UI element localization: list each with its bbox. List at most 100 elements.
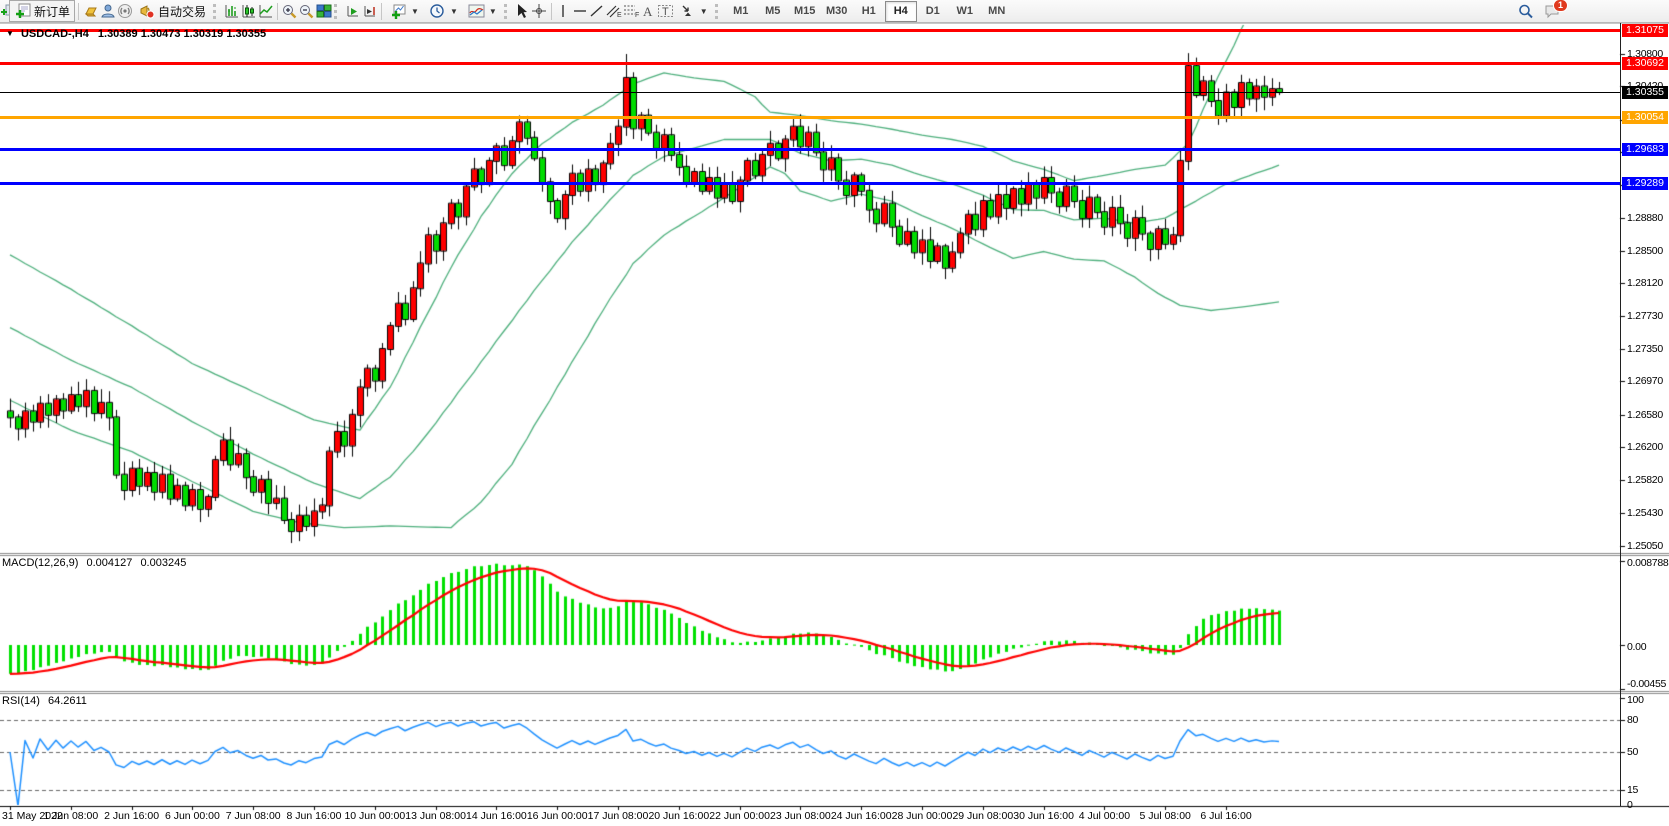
price-level-line[interactable] <box>0 181 1620 185</box>
tile-windows-icon[interactable] <box>315 3 332 20</box>
price-badge: 1.29289 <box>1622 176 1668 190</box>
date-tick-label: 5 Jul 08:00 <box>1139 810 1191 822</box>
gold-icon[interactable] <box>82 3 99 20</box>
chevron-down-icon: ▼ <box>699 6 708 16</box>
chart-shift-icon[interactable] <box>361 3 378 20</box>
tf-button-m1[interactable]: M1 <box>733 5 749 17</box>
periods-icon <box>429 3 446 20</box>
macd-axis-label: 0.008788 <box>1627 556 1669 569</box>
tf-button-h4[interactable]: H4 <box>884 0 917 22</box>
svg-text:F: F <box>635 12 639 19</box>
crosshair-icon[interactable] <box>531 3 548 20</box>
price-badge: 1.31075 <box>1622 23 1668 37</box>
fibonacci-icon[interactable]: F <box>623 3 640 20</box>
notification-count-badge: 1 <box>1552 0 1568 12</box>
date-tick-label: 4 Jul 00:00 <box>1078 810 1131 822</box>
price-tick-label: 1.28120 <box>1627 277 1663 290</box>
auto-trading-button[interactable]: 自动交易 <box>133 0 211 22</box>
cursor-icon[interactable] <box>514 3 531 20</box>
tf-button-d1[interactable]: D1 <box>925 5 940 17</box>
rsi-indicator-label: RSI(14) 64.2611 <box>2 695 87 707</box>
date-tick-label: 28 Jun 00:00 <box>891 810 953 822</box>
trendline-icon[interactable] <box>589 3 606 20</box>
tf-button-m30[interactable]: M30 <box>826 5 848 17</box>
price-level-line[interactable] <box>0 116 1620 120</box>
timeframe-group: M1 M5 M15 M30 H1 H4 D1 W1 MN <box>725 0 1013 22</box>
signal-icon[interactable] <box>116 3 133 20</box>
date-tick-label: 22 Jun 00:00 <box>709 810 770 822</box>
price-tick-label: 1.26200 <box>1627 441 1663 454</box>
notifications-icon[interactable]: 1 <box>1544 0 1568 20</box>
date-tick-label: 7 Jun 08:00 <box>225 810 281 822</box>
date-tick-label: 23 Jun 08:00 <box>770 810 831 822</box>
periods-button[interactable]: ▼ <box>424 0 463 22</box>
price-tick-label: 1.28880 <box>1627 212 1663 225</box>
price-level-line[interactable] <box>0 91 1620 93</box>
price-axis-separator <box>1620 22 1621 806</box>
vertical-line-icon[interactable] <box>555 3 572 20</box>
svg-text:A: A <box>643 4 653 19</box>
date-tick-label: 31 May 2022 <box>2 810 63 822</box>
chart-collapse-arrow-icon[interactable]: ▼ <box>6 29 14 38</box>
date-tick-label: 20 Jun 16:00 <box>648 810 710 822</box>
rsi-axis-label: 50 <box>1627 746 1639 758</box>
tf-button-h1[interactable]: H1 <box>861 5 876 17</box>
price-level-line[interactable] <box>0 28 1620 32</box>
arrows-button[interactable]: ▼ <box>674 0 713 22</box>
date-tick-label: 6 Jul 16:00 <box>1200 810 1252 822</box>
rsi-axis-label: 0 <box>1627 799 1633 811</box>
text-icon[interactable]: A <box>640 3 657 20</box>
price-tick-label: 1.27730 <box>1627 310 1663 323</box>
text-label-icon[interactable]: T <box>657 3 674 20</box>
tf-button-w1[interactable]: W1 <box>956 5 973 17</box>
date-tick-label: 2 Jun 16:00 <box>104 810 160 822</box>
macd-axis-label: -0.00455 <box>1627 678 1667 690</box>
svg-text:E: E <box>617 12 622 19</box>
price-tick-label: 1.25050 <box>1627 539 1663 552</box>
chart-symbol-period: USDCAD-,H4 <box>20 28 89 40</box>
candlestick-icon[interactable] <box>240 3 257 20</box>
new-chart-button[interactable]: ▼ <box>385 0 424 22</box>
chevron-down-icon: ▼ <box>411 6 419 16</box>
tf-button-m15[interactable]: M15 <box>794 5 816 17</box>
date-tick-label: 13 Jun 08:00 <box>405 810 466 822</box>
chart-top-border <box>0 22 1669 24</box>
indicators-icon <box>468 3 485 20</box>
zoom-in-icon[interactable] <box>281 3 298 20</box>
auto-scroll-icon[interactable] <box>344 3 361 20</box>
main-toolbar: 新订单 自动交易 ▼ <box>0 0 1669 23</box>
zoom-out-icon[interactable] <box>298 3 315 20</box>
date-tick-label: 17 Jun 08:00 <box>587 810 649 822</box>
new-order-button[interactable]: 新订单 <box>9 0 76 22</box>
date-tick-label: 8 Jun 16:00 <box>286 810 342 822</box>
chevron-down-icon: ▼ <box>449 6 458 16</box>
community-icon[interactable] <box>99 3 116 20</box>
chart-title[interactable]: ▼ USDCAD-,H4 1.30389 1.30473 1.30319 1.3… <box>6 28 266 40</box>
tf-button-m5[interactable]: M5 <box>765 5 781 17</box>
chevron-down-icon: ▼ <box>488 6 497 16</box>
price-badge: 1.30054 <box>1622 111 1668 125</box>
date-tick-label: 29 Jun 08:00 <box>952 810 1014 822</box>
horizontal-line-icon[interactable] <box>572 3 589 20</box>
price-tick-label: 1.26970 <box>1627 375 1663 388</box>
price-badge: 1.29683 <box>1622 143 1668 156</box>
macd-indicator-label: MACD(12,26,9) 0.004127 0.003245 <box>2 557 186 569</box>
channel-icon[interactable]: E <box>606 3 623 20</box>
rsi-axis-label: 80 <box>1627 713 1639 726</box>
search-icon[interactable] <box>1517 3 1534 20</box>
price-level-line[interactable] <box>0 148 1620 151</box>
clipped-chart-icon[interactable] <box>0 3 9 20</box>
indicators-button[interactable]: ▼ <box>463 0 502 22</box>
tf-button-mn[interactable]: MN <box>988 5 1006 17</box>
rsi-name: RSI(14) <box>2 695 40 707</box>
price-level-line[interactable] <box>0 61 1620 65</box>
auto-trading-label: 自动交易 <box>158 4 207 19</box>
macd-axis-label: 0.00 <box>1627 641 1647 653</box>
arrows-icon <box>679 3 696 20</box>
date-tick-label: 16 Jun 00:00 <box>526 810 588 822</box>
line-chart-icon[interactable] <box>257 3 274 20</box>
rsi-value: 64.2611 <box>47 695 87 707</box>
date-tick-label: 1 Jun 08:00 <box>43 810 99 822</box>
bar-chart-icon[interactable] <box>223 3 240 20</box>
